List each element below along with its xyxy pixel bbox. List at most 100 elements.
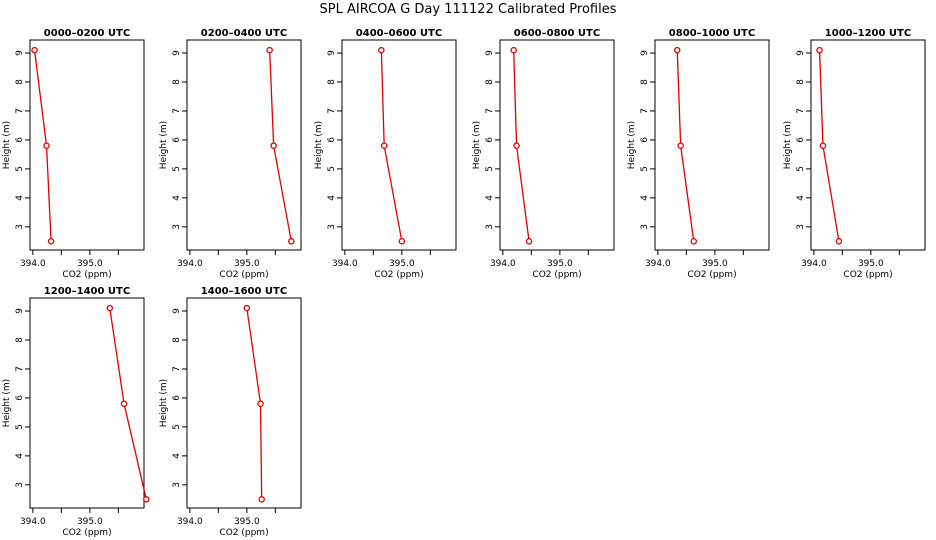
- y-tick-label: 9: [327, 50, 337, 56]
- x-tick-label: 394.0: [20, 259, 46, 269]
- y-tick-label: 7: [15, 108, 25, 114]
- data-point: [378, 46, 385, 54]
- x-axis-label: CO2 (ppm): [687, 270, 736, 280]
- x-tick-label: 395.0: [77, 259, 103, 269]
- y-tick-label: 8: [485, 79, 495, 85]
- panel-title: 0400–0600 UTC: [356, 28, 442, 39]
- x-tick-label: 394.0: [20, 517, 46, 527]
- y-tick-label: 3: [15, 224, 25, 230]
- panel-title: 1200–1400 UTC: [44, 286, 130, 297]
- y-tick-label: 4: [485, 195, 495, 201]
- x-axis-label: CO2 (ppm): [62, 528, 111, 538]
- y-tick-label: 3: [15, 482, 25, 488]
- panel-title: 0800–1000 UTC: [669, 28, 755, 39]
- data-point: [525, 238, 533, 245]
- x-tick-label: 395.0: [389, 259, 415, 269]
- x-tick-label: 394.0: [332, 259, 358, 269]
- data-point: [673, 46, 681, 54]
- y-tick-label: 4: [172, 195, 182, 201]
- y-axis-label: Height (m): [159, 121, 169, 169]
- y-axis-label: Height (m): [314, 121, 324, 169]
- y-tick-label: 7: [485, 108, 495, 114]
- profile-panel-3: 0400–0600 UTC 394.0 395.0 3 4 5 6 7 8 9 CO2 (ppm) H…: [314, 28, 457, 280]
- x-axis-label: CO2 (ppm): [219, 528, 268, 538]
- profile-panel-7: 1200–1400 UTC 394.0 395.0 3 4 5 6 7 8 9 CO2 (ppm) H…: [2, 286, 150, 538]
- x-tick-label: 394.0: [177, 259, 203, 269]
- y-tick-label: 4: [172, 453, 182, 459]
- data-point: [288, 238, 295, 245]
- y-tick-label: 6: [327, 137, 337, 143]
- x-axis-label: CO2 (ppm): [219, 270, 268, 280]
- plot-frame: [29, 39, 145, 251]
- y-tick-label: 9: [15, 308, 25, 314]
- x-tick-label: 394.0: [490, 259, 516, 269]
- panel-title: 1400–1600 UTC: [201, 286, 287, 297]
- x-tick-label: 395.0: [858, 259, 884, 269]
- y-tick-label: 6: [640, 137, 650, 143]
- y-tick-label: 6: [172, 137, 182, 143]
- y-tick-label: 8: [640, 79, 650, 85]
- x-axis-label: CO2 (ppm): [374, 270, 423, 280]
- profile-panel-1: 0000–0200 UTC 394.0 395.0 3 4 5 6 7 8 9 CO2 (ppm) H…: [2, 28, 145, 280]
- y-tick-label: 6: [15, 395, 25, 401]
- figure-title: SPL AIRCOA G Day 111122 Calibrated Profi…: [320, 2, 617, 17]
- data-point: [816, 46, 823, 54]
- y-tick-label: 5: [15, 424, 25, 430]
- y-tick-label: 5: [15, 166, 25, 172]
- y-tick-label: 6: [485, 137, 495, 143]
- data-point: [143, 496, 150, 503]
- y-tick-label: 5: [172, 166, 182, 172]
- data-point: [258, 496, 265, 503]
- data-point: [819, 142, 827, 149]
- y-axis-label: Height (m): [783, 121, 793, 169]
- x-axis-label: CO2 (ppm): [62, 270, 111, 280]
- y-tick-label: 8: [15, 79, 25, 85]
- profile-panel-4: 0600–0800 UTC 394.0 395.0 3 4 5 6 7 8 9 CO2 (ppm) H…: [472, 28, 615, 280]
- y-tick-label: 5: [327, 166, 337, 172]
- x-tick-label: 394.0: [801, 259, 827, 269]
- y-tick-label: 3: [640, 224, 650, 230]
- data-point: [835, 238, 843, 245]
- data-point: [690, 238, 698, 245]
- y-tick-label: 8: [796, 79, 806, 85]
- y-tick-label: 7: [640, 108, 650, 114]
- y-tick-label: 8: [15, 337, 25, 343]
- x-tick-label: 395.0: [547, 259, 573, 269]
- y-tick-label: 3: [485, 224, 495, 230]
- y-tick-label: 8: [172, 337, 182, 343]
- profile-panel-6: 1000–1200 UTC 394.0 395.0 3 4 5 6 7 8 9 CO2 (ppm) H…: [783, 28, 926, 280]
- y-tick-label: 3: [172, 224, 182, 230]
- y-tick-label: 7: [327, 108, 337, 114]
- y-tick-label: 3: [327, 224, 337, 230]
- plot-frame: [29, 297, 145, 509]
- y-tick-label: 7: [15, 366, 25, 372]
- data-point: [270, 142, 277, 149]
- y-tick-label: 7: [172, 366, 182, 372]
- panel-title: 0600–0800 UTC: [514, 28, 600, 39]
- profile-line: [109, 308, 147, 500]
- data-point: [266, 46, 273, 54]
- y-tick-label: 6: [172, 395, 182, 401]
- y-axis-label: Height (m): [472, 121, 482, 169]
- y-tick-label: 5: [485, 166, 495, 172]
- y-tick-label: 6: [796, 137, 806, 143]
- y-tick-label: 5: [640, 166, 650, 172]
- y-tick-label: 3: [796, 224, 806, 230]
- y-axis-label: Height (m): [2, 121, 12, 169]
- y-axis-label: Height (m): [627, 121, 637, 169]
- y-tick-label: 3: [172, 482, 182, 488]
- y-axis-label: Height (m): [159, 379, 169, 427]
- x-tick-label: 395.0: [77, 517, 103, 527]
- y-tick-label: 8: [327, 79, 337, 85]
- y-tick-label: 4: [796, 195, 806, 201]
- y-tick-label: 4: [15, 453, 25, 459]
- data-point: [398, 238, 406, 245]
- y-tick-label: 4: [15, 195, 25, 201]
- panel-title: 1000–1200 UTC: [825, 28, 911, 39]
- y-tick-label: 9: [796, 50, 806, 56]
- plot-frame: [186, 39, 302, 251]
- x-tick-label: 394.0: [645, 259, 671, 269]
- y-tick-label: 9: [485, 50, 495, 56]
- data-point: [677, 142, 684, 149]
